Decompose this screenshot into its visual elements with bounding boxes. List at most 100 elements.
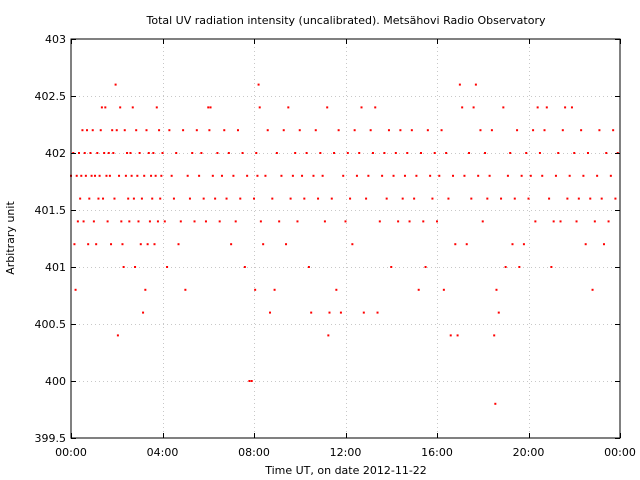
data-point <box>256 174 259 177</box>
data-point <box>230 243 233 246</box>
data-point <box>145 129 148 132</box>
data-point <box>403 174 406 177</box>
data-point <box>612 129 615 132</box>
data-point <box>431 197 434 200</box>
data-point <box>211 174 214 177</box>
data-point <box>596 174 599 177</box>
data-point <box>126 152 129 154</box>
data-point <box>490 129 493 132</box>
data-point <box>234 220 237 223</box>
data-point <box>156 220 159 223</box>
data-point <box>419 152 422 154</box>
data-point <box>573 152 576 154</box>
data-point <box>504 266 507 268</box>
data-point <box>502 106 505 109</box>
data-point <box>321 174 324 177</box>
data-point <box>188 197 191 200</box>
data-point <box>280 174 283 177</box>
data-point <box>140 197 143 200</box>
data-point <box>172 197 175 200</box>
data-point <box>529 174 532 177</box>
data-point <box>161 152 164 154</box>
data-point <box>381 174 384 177</box>
data-point <box>79 197 82 200</box>
data-point <box>413 197 416 200</box>
data-point <box>458 83 461 86</box>
data-point <box>123 129 126 132</box>
data-point <box>209 106 212 109</box>
data-point <box>87 243 90 246</box>
data-point <box>472 106 475 109</box>
data-point <box>175 152 178 154</box>
x-tick-label: 08:00 <box>238 446 270 459</box>
data-point <box>536 106 539 109</box>
y-tick-label: 400 <box>45 375 66 388</box>
data-point <box>266 129 269 132</box>
data-point <box>146 243 149 246</box>
data-point <box>118 174 121 177</box>
data-point <box>399 129 402 132</box>
data-point <box>90 174 93 177</box>
data-point <box>198 174 201 177</box>
data-point <box>575 220 578 223</box>
data-point <box>179 220 182 223</box>
data-point <box>144 288 147 291</box>
data-point <box>89 152 92 154</box>
data-point <box>525 152 528 154</box>
data-point <box>401 197 404 200</box>
data-point <box>204 220 207 223</box>
data-point <box>360 106 363 109</box>
data-point <box>102 197 105 200</box>
data-point <box>147 152 150 154</box>
data-point <box>99 129 102 132</box>
data-point <box>74 288 77 291</box>
data-point <box>609 174 612 177</box>
data-points <box>70 83 619 405</box>
y-tick-label: 401.5 <box>35 204 67 217</box>
data-point <box>335 288 338 291</box>
data-point <box>424 266 427 268</box>
data-point <box>75 174 78 177</box>
data-point <box>128 220 131 223</box>
data-point <box>509 152 512 154</box>
data-point <box>449 334 452 337</box>
data-point <box>312 174 315 177</box>
data-point <box>298 129 301 132</box>
data-point <box>543 129 546 132</box>
data-point <box>273 288 276 291</box>
data-point <box>160 174 163 177</box>
data-point <box>374 106 377 109</box>
data-point <box>474 83 477 86</box>
data-point <box>607 220 610 223</box>
data-point <box>73 243 76 246</box>
data-point <box>486 197 489 200</box>
data-point <box>577 197 580 200</box>
data-point <box>152 152 155 154</box>
data-point <box>254 288 257 291</box>
data-point <box>296 220 299 223</box>
data-point <box>243 266 246 268</box>
data-point <box>410 129 413 132</box>
data-point <box>593 220 596 223</box>
data-point <box>454 243 457 246</box>
data-point <box>516 129 519 132</box>
data-point <box>445 152 448 154</box>
y-tick-label: 402.5 <box>35 90 67 103</box>
data-point <box>289 197 292 200</box>
data-point <box>214 197 217 200</box>
data-point <box>258 106 261 109</box>
data-point <box>232 174 235 177</box>
data-point <box>121 243 124 246</box>
data-point <box>376 311 379 314</box>
y-axis-label: Arbitrary unit <box>4 201 17 275</box>
data-point <box>442 288 445 291</box>
data-point <box>495 288 498 291</box>
data-point <box>598 129 601 132</box>
data-point <box>113 197 116 200</box>
data-point <box>294 152 297 154</box>
data-point <box>337 129 340 132</box>
data-point <box>470 197 473 200</box>
data-point <box>129 152 132 154</box>
data-point <box>463 174 466 177</box>
data-point <box>371 152 374 154</box>
